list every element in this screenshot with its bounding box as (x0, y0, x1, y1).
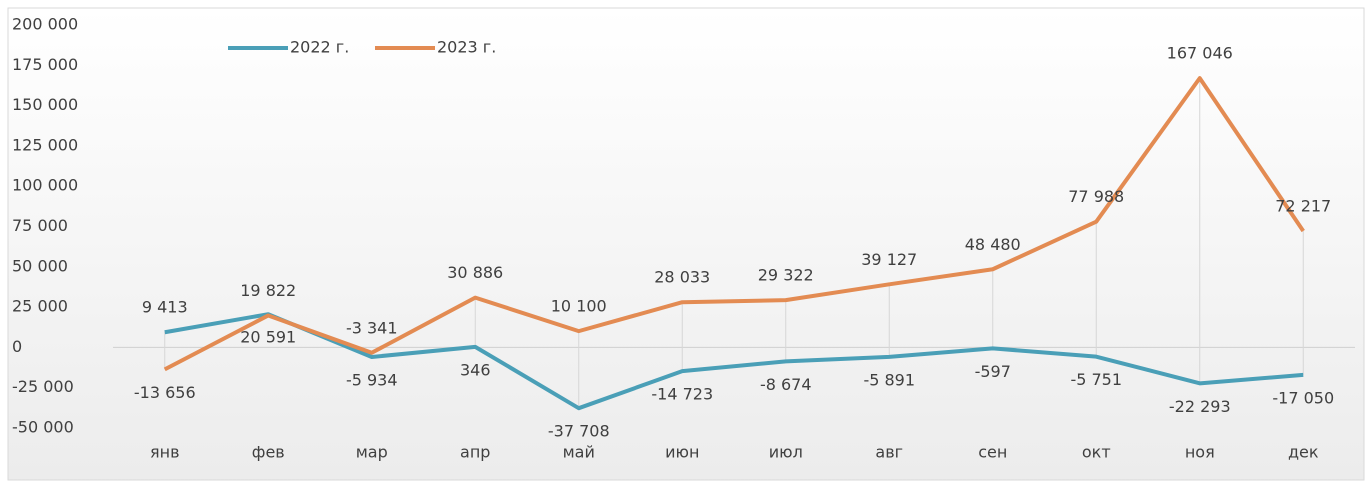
data-label: 29 322 (758, 266, 814, 285)
data-label: 28 033 (654, 268, 710, 287)
y-tick-label: -25 000 (12, 377, 74, 396)
data-label: 10 100 (551, 297, 607, 316)
data-label: 20 591 (240, 328, 296, 347)
x-tick-label: мар (356, 443, 388, 462)
x-tick-label: ноя (1185, 443, 1215, 462)
y-tick-label: 150 000 (12, 95, 78, 114)
legend-label: 2023 г. (437, 38, 496, 57)
data-label: -5 751 (1070, 370, 1122, 389)
series-line (163, 76, 1305, 372)
data-label: 167 046 (1167, 44, 1233, 63)
x-tick-label: июн (665, 443, 699, 462)
series-line (164, 312, 1304, 411)
y-tick-label: 200 000 (12, 15, 78, 34)
data-label: -17 050 (1272, 388, 1334, 407)
data-label: 48 480 (965, 235, 1021, 254)
data-label: -5 891 (863, 370, 915, 389)
y-tick-label: 50 000 (12, 256, 68, 275)
data-label: 9 413 (142, 298, 188, 317)
x-tick-label: май (563, 443, 595, 462)
y-tick-label: -50 000 (12, 418, 74, 437)
data-label: -13 656 (134, 383, 196, 402)
x-tick-label: авг (875, 443, 903, 462)
data-label: -597 (975, 362, 1011, 381)
data-label: 346 (460, 360, 491, 379)
data-label: -8 674 (760, 375, 812, 394)
data-label: 39 127 (861, 250, 917, 269)
chart-area (7, 7, 1365, 481)
data-label: -3 341 (346, 318, 398, 337)
data-label: -5 934 (346, 370, 398, 389)
data-label: 77 988 (1068, 187, 1124, 206)
data-label: 30 886 (447, 263, 503, 282)
data-label: -37 708 (548, 422, 610, 441)
data-label: 72 217 (1275, 196, 1331, 215)
y-tick-label: 0 (12, 337, 22, 356)
y-tick-label: 175 000 (12, 55, 78, 74)
x-tick-label: фев (252, 443, 285, 462)
y-tick-label: 100 000 (12, 176, 78, 195)
x-tick-label: июл (769, 443, 803, 462)
legend-label: 2022 г. (290, 38, 349, 57)
x-tick-label: дек (1288, 443, 1319, 462)
x-tick-label: окт (1082, 443, 1111, 462)
y-tick-label: 25 000 (12, 297, 68, 316)
data-label: 19 822 (240, 281, 296, 300)
x-tick-label: апр (460, 443, 490, 462)
y-tick-label: 125 000 (12, 135, 78, 154)
y-tick-label: 75 000 (12, 216, 68, 235)
data-label: -14 723 (651, 385, 713, 404)
x-tick-label: сен (978, 443, 1007, 462)
x-tick-label: янв (150, 443, 180, 462)
data-label: -22 293 (1169, 397, 1231, 416)
